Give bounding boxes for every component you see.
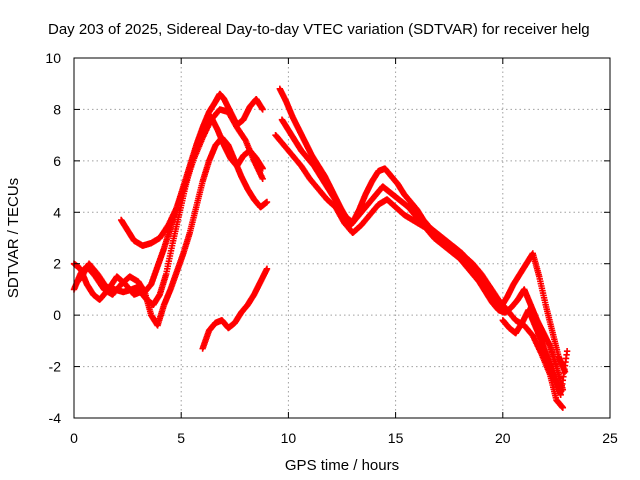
y-tick-label: 4 bbox=[53, 204, 61, 220]
series-trace-4 bbox=[117, 106, 266, 249]
data-point bbox=[559, 404, 567, 411]
y-tick-label: -4 bbox=[49, 410, 62, 426]
y-tick-label: 2 bbox=[53, 256, 61, 272]
x-tick-label: 15 bbox=[388, 430, 404, 446]
data-point bbox=[259, 106, 266, 113]
chart-title: Day 203 of 2025, Sidereal Day-to-day VTE… bbox=[48, 21, 590, 38]
series-trace-6 bbox=[276, 85, 567, 393]
x-tick-labels: 0 5 10 15 20 25 bbox=[70, 430, 618, 446]
y-tick-label: 6 bbox=[53, 153, 61, 169]
plot-frame bbox=[73, 57, 611, 419]
series-trace-3 bbox=[77, 134, 271, 329]
y-tick-label: 8 bbox=[53, 101, 61, 117]
x-tick-label: 20 bbox=[495, 430, 511, 446]
y-tick-labels: -4 -2 0 2 4 6 8 10 bbox=[45, 50, 61, 426]
series-trace-9 bbox=[499, 306, 571, 399]
y-tick-label: 0 bbox=[53, 307, 61, 323]
data-points bbox=[70, 85, 571, 411]
series-trace-7 bbox=[278, 116, 569, 375]
axis-ticks bbox=[73, 57, 611, 419]
x-tick-label: 10 bbox=[281, 430, 297, 446]
data-point bbox=[263, 198, 271, 206]
x-tick-label: 0 bbox=[70, 430, 78, 446]
y-tick-label: 10 bbox=[45, 50, 61, 66]
data-point bbox=[259, 175, 266, 183]
data-point bbox=[263, 265, 271, 273]
x-tick-label: 5 bbox=[177, 430, 185, 446]
x-tick-label: 25 bbox=[602, 430, 618, 446]
data-point bbox=[563, 347, 571, 355]
x-axis-label: GPS time / hours bbox=[285, 457, 399, 474]
grid-lines bbox=[74, 58, 610, 418]
y-axis-label: SDTVAR / TECUs bbox=[5, 178, 22, 298]
series-trace-5 bbox=[199, 265, 271, 352]
y-tick-label: -2 bbox=[49, 359, 62, 375]
